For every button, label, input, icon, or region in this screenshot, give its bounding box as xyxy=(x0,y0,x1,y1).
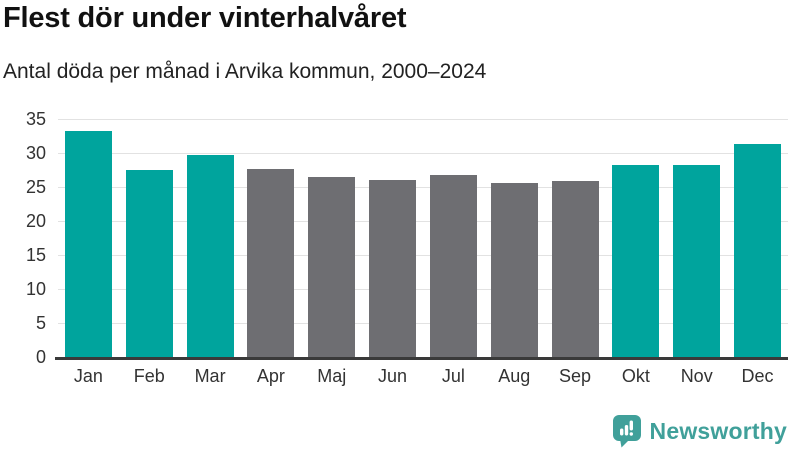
x-tick-label-apr: Apr xyxy=(256,366,285,386)
bar-sep xyxy=(551,180,599,357)
gridline-35 xyxy=(58,118,788,120)
bar-slot-maj xyxy=(301,119,362,357)
gridline-10 xyxy=(58,288,788,290)
bar-feb xyxy=(125,170,173,357)
x-tick-label-dec: Dec xyxy=(741,366,774,386)
x-tick-label-aug: Aug xyxy=(498,366,531,386)
x-tick-label-jan: Jan xyxy=(73,366,103,386)
bar-aug xyxy=(490,182,538,357)
bar-chart-plot-area xyxy=(55,118,788,360)
x-tick-label-jul: Jul xyxy=(441,366,465,386)
gridline-20 xyxy=(58,220,788,222)
chart-subtitle: Antal döda per månad i Arvika kommun, 20… xyxy=(3,60,487,83)
bar-slot-mar xyxy=(180,119,241,357)
bar-slot-dec xyxy=(727,119,788,357)
gridline-15 xyxy=(58,254,788,256)
x-tick-label-jun: Jun xyxy=(378,366,408,386)
y-tick-label-25: 25 xyxy=(25,177,46,197)
bar-slot-okt xyxy=(605,119,666,357)
y-tick-label-15: 15 xyxy=(25,245,46,265)
bar-apr xyxy=(247,168,295,357)
bar-slot-apr xyxy=(240,119,301,357)
x-axis-line xyxy=(55,357,788,360)
y-tick-label-30: 30 xyxy=(25,143,46,163)
gridline-25 xyxy=(58,186,788,188)
bar-slot-sep xyxy=(545,119,606,357)
bar-mar xyxy=(186,155,234,357)
y-tick-label-20: 20 xyxy=(25,211,46,231)
bar-slot-aug xyxy=(484,119,545,357)
gridline-30 xyxy=(58,152,788,154)
bar-series xyxy=(58,119,788,357)
bar-maj xyxy=(308,177,356,357)
y-tick-label-0: 0 xyxy=(35,347,46,367)
chart-title: Flest dör under vinterhalvåret xyxy=(3,2,407,34)
bar-dec xyxy=(734,144,782,357)
bar-slot-jun xyxy=(362,119,423,357)
bar-slot-nov xyxy=(666,119,727,357)
y-tick-label-10: 10 xyxy=(25,279,46,299)
x-tick-label-nov: Nov xyxy=(680,366,713,386)
bar-okt xyxy=(612,165,660,357)
brand-name: Newsworthy xyxy=(649,417,787,444)
bar-slot-jan xyxy=(58,119,119,357)
bar-slot-jul xyxy=(423,119,484,357)
x-tick-label-maj: Maj xyxy=(317,366,347,386)
newsworthy-logo-icon xyxy=(612,415,641,448)
gridline-5 xyxy=(58,322,788,324)
bar-jun xyxy=(369,179,417,357)
x-tick-label-sep: Sep xyxy=(559,366,592,386)
x-tick-label-mar: Mar xyxy=(194,366,226,386)
brand-footer: Newsworthy xyxy=(612,414,787,448)
x-tick-label-okt: Okt xyxy=(621,366,650,386)
x-tick-label-feb: Feb xyxy=(133,366,165,386)
bar-slot-feb xyxy=(119,119,180,357)
x-axis-tick-labels: Jan Feb Mar Apr Maj Jun Jul Aug Sep Okt Nov Dec xyxy=(58,366,788,387)
bar-jan xyxy=(64,131,112,357)
y-tick-label-35: 35 xyxy=(25,109,46,129)
y-tick-label-5: 5 xyxy=(35,313,46,333)
bar-nov xyxy=(673,164,721,357)
bar-jul xyxy=(429,175,477,357)
